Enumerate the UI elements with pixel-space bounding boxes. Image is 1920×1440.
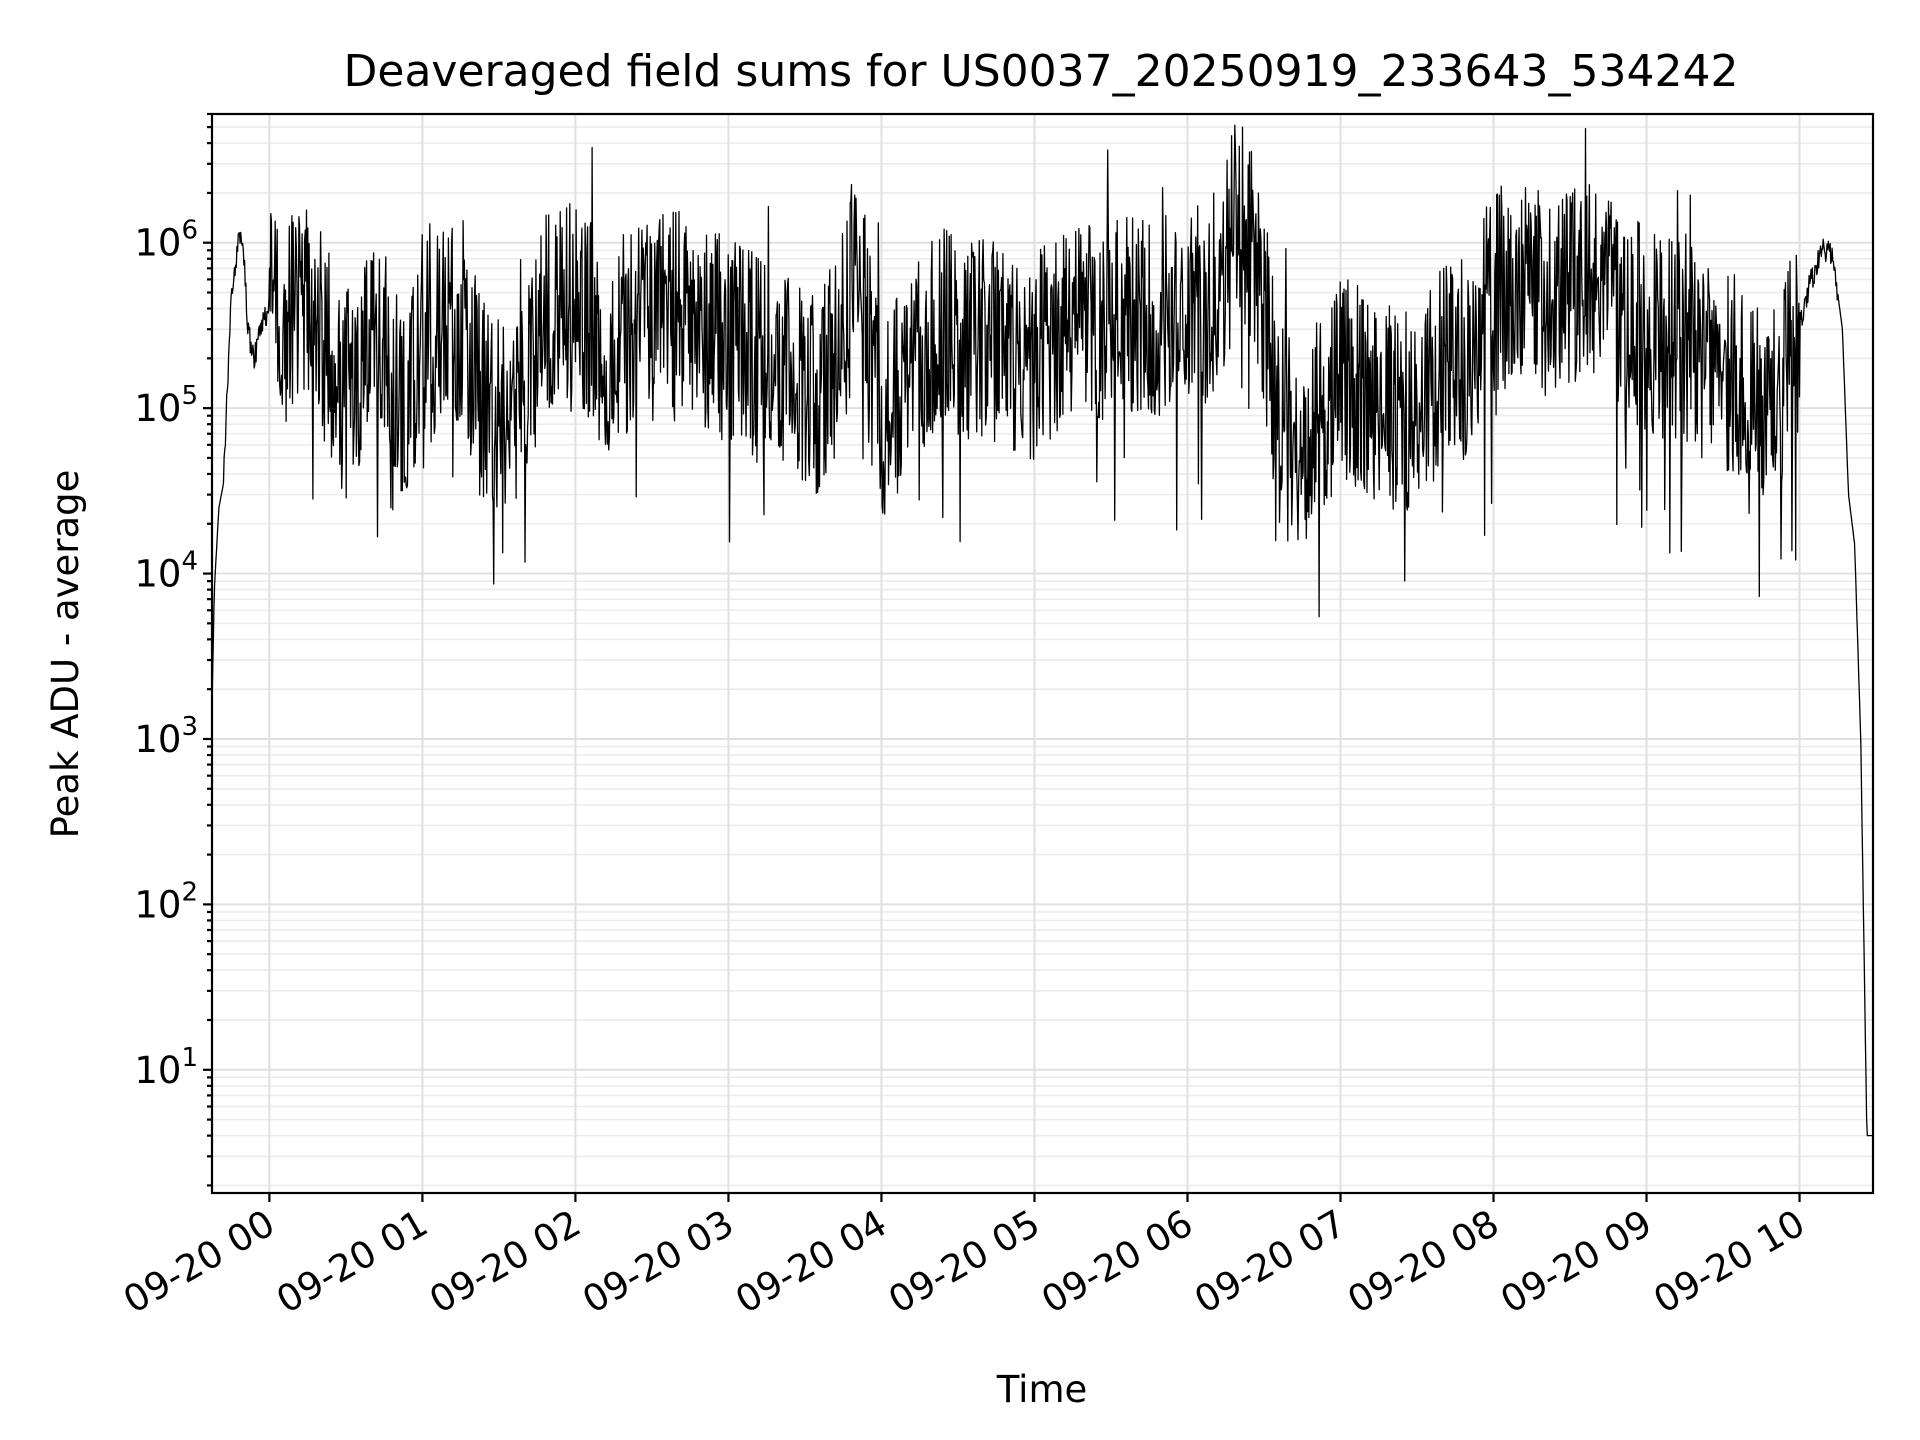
chart-title: Deaveraged field sums for US0037_2025091… (344, 46, 1739, 97)
y-tick-label: 105 (134, 381, 198, 430)
x-tick-label: 09-20 08 (1340, 1202, 1506, 1322)
x-tick-label: 09-20 10 (1646, 1202, 1812, 1322)
x-tick-label: 09-20 07 (1187, 1202, 1353, 1322)
y-tick-label: 103 (134, 712, 198, 761)
y-tick-labels: 101 102 103 104 105 106 (134, 216, 198, 1092)
x-tick-label: 09-20 03 (575, 1202, 741, 1322)
x-axis-label: Time (996, 1368, 1088, 1411)
x-tick-label: 09-20 04 (728, 1202, 894, 1322)
data-series (211, 124, 1874, 1137)
x-tick-label: 09-20 01 (269, 1202, 435, 1322)
axis-ticks (203, 112, 1801, 1202)
y-tick-label: 106 (134, 216, 198, 265)
y-tick-label: 102 (134, 877, 198, 926)
y-tick-label: 101 (134, 1043, 198, 1092)
x-tick-label: 09-20 06 (1034, 1202, 1200, 1322)
x-tick-label: 09-20 09 (1493, 1202, 1659, 1322)
x-tick-label: 09-20 05 (881, 1202, 1047, 1322)
plot-area-frame (210, 112, 1875, 1195)
x-tick-label: 09-20 02 (422, 1202, 588, 1322)
series-line-field-sum (211, 124, 1874, 1137)
y-axis-label: Peak ADU - average (44, 470, 87, 839)
x-tick-label: 09-20 00 (116, 1202, 282, 1322)
y-tick-label: 104 (134, 547, 198, 596)
